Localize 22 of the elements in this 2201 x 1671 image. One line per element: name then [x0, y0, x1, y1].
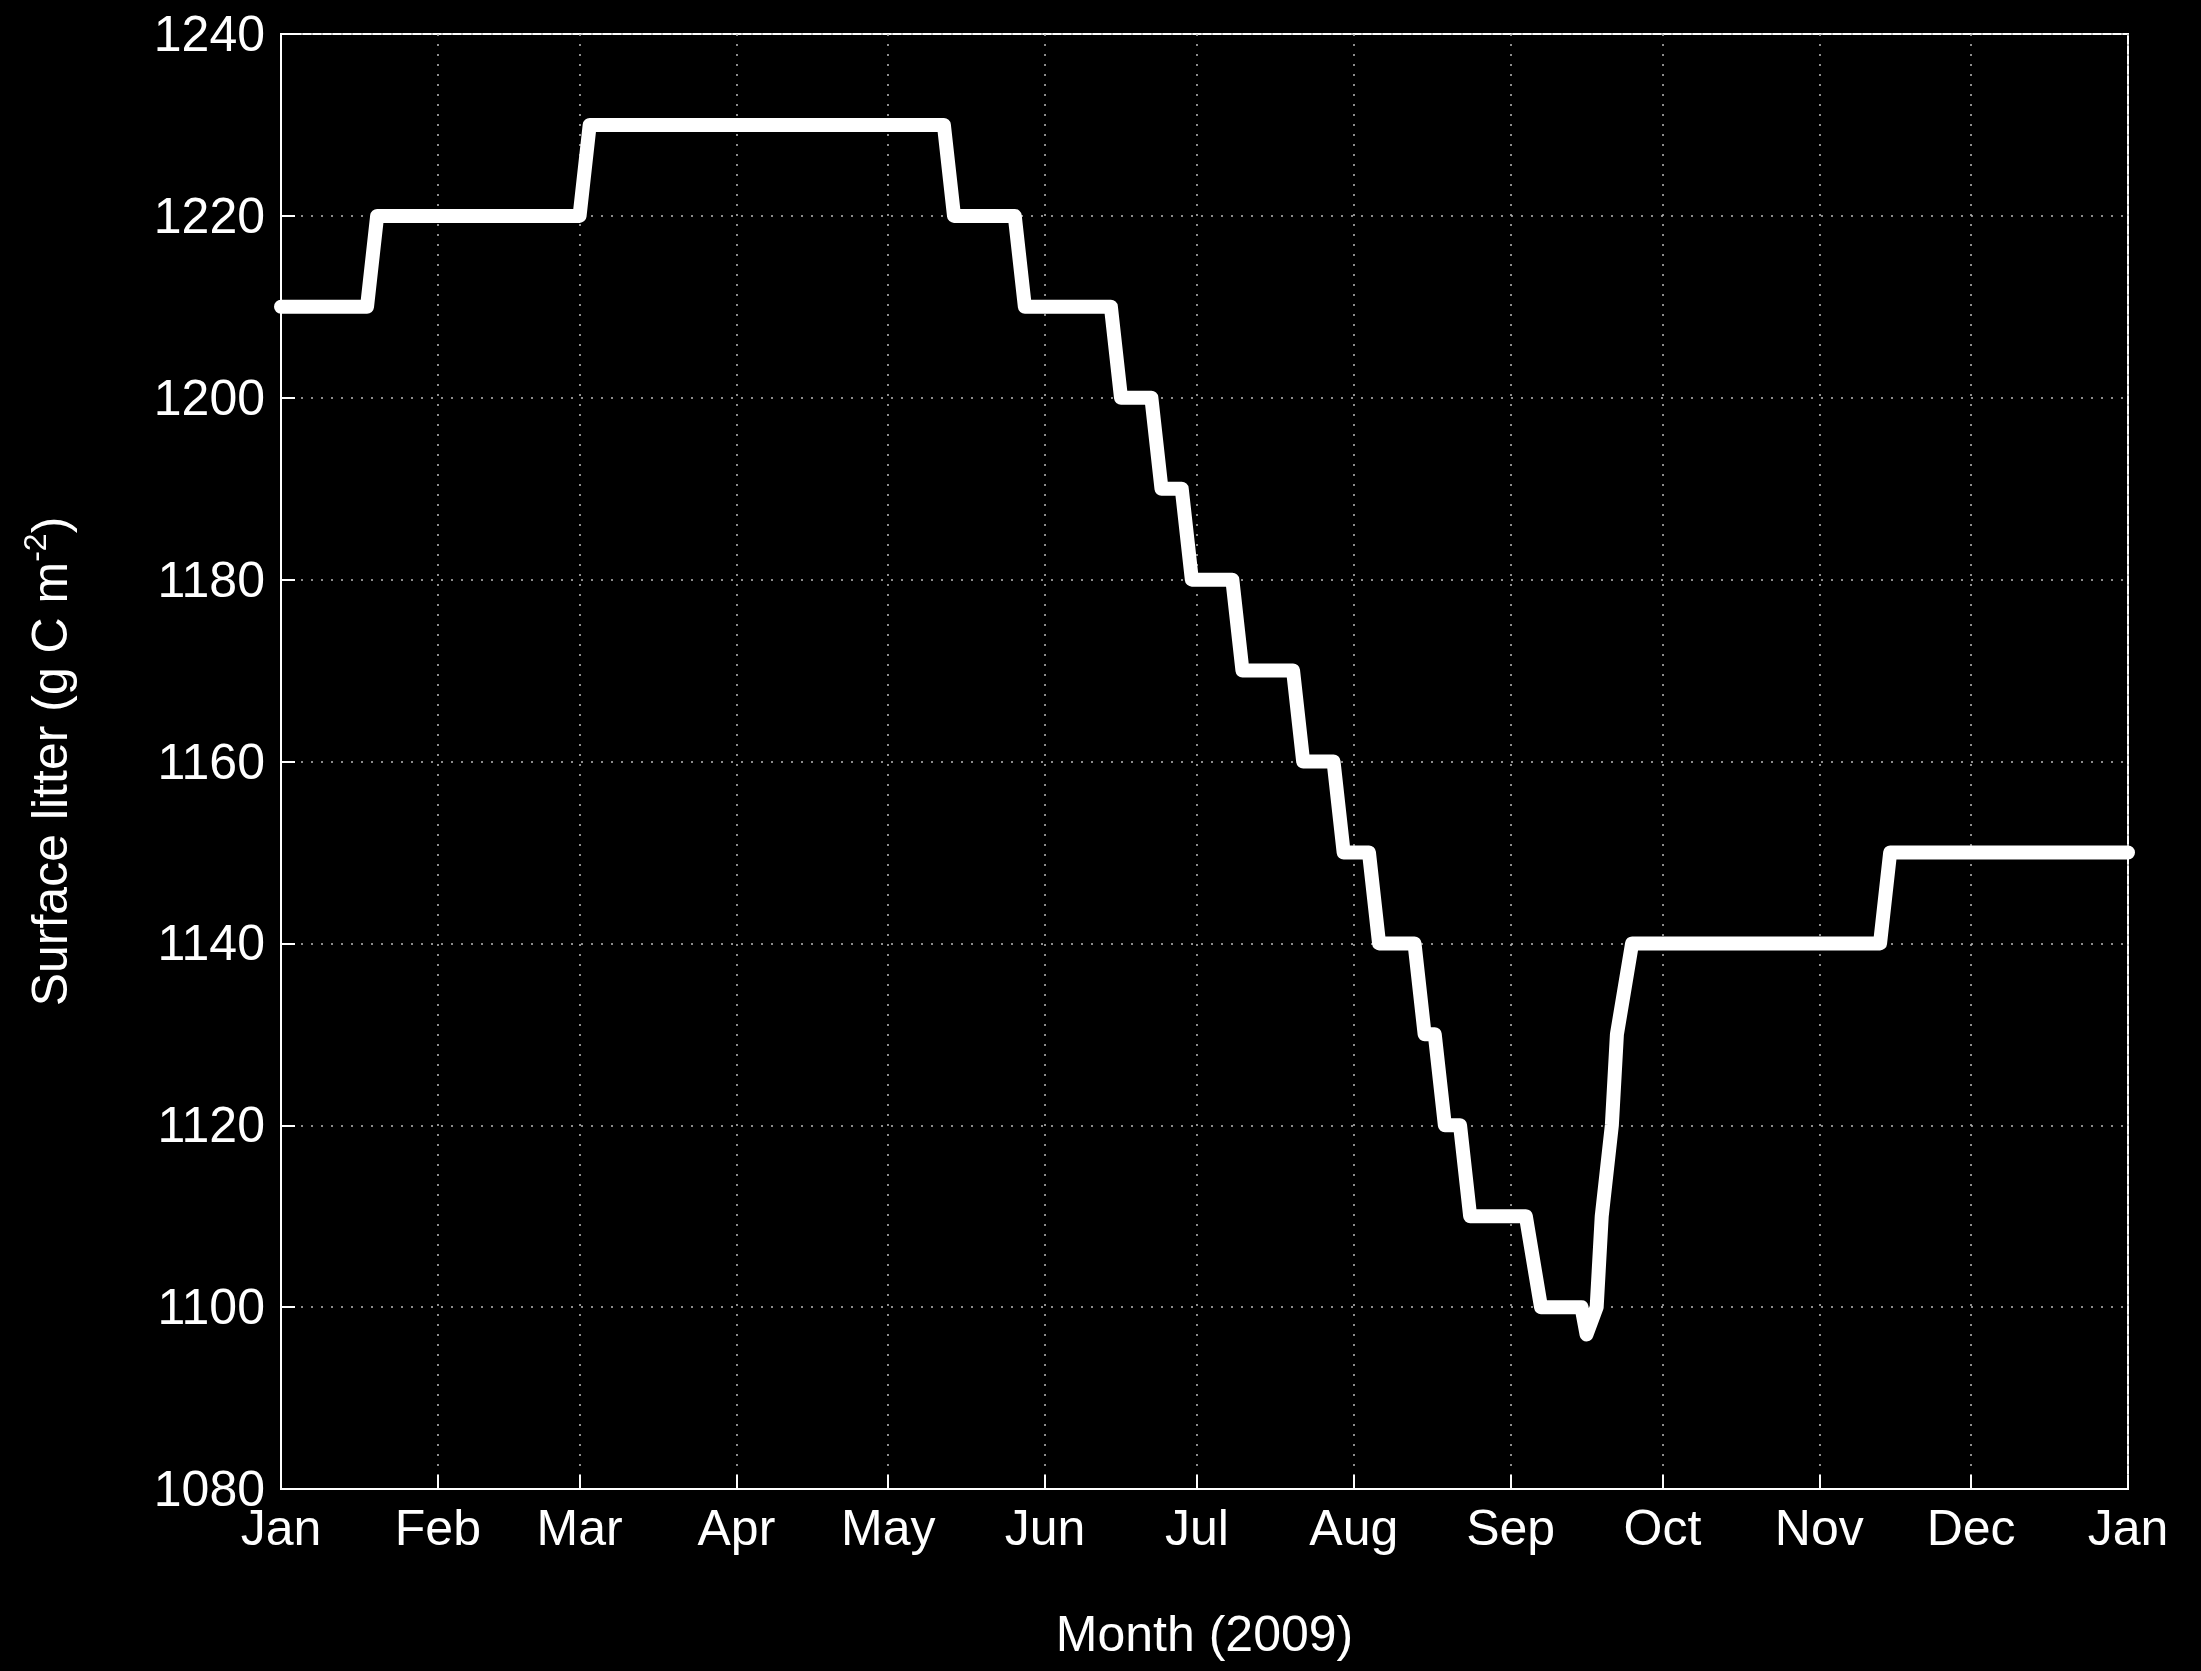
y-tick-label: 1240	[153, 6, 265, 62]
y-tick-label: 1220	[153, 187, 265, 244]
y-tick-label: 1120	[157, 1097, 265, 1154]
y-tick-label: 1200	[153, 369, 265, 426]
x-tick-label: Oct	[1623, 1500, 1702, 1556]
x-tick-label: Apr	[697, 1500, 776, 1556]
x-tick-label: Dec	[1926, 1500, 2016, 1556]
x-tick-label: May	[841, 1500, 936, 1556]
x-tick-label: Jul	[1164, 1500, 1229, 1556]
x-tick-label: Jan	[2087, 1500, 2169, 1556]
y-tick-label: 1160	[157, 733, 265, 790]
x-tick-label: Jun	[1004, 1500, 1086, 1556]
x-tick-label: Nov	[1774, 1500, 1864, 1556]
y-tick-label: 1140	[157, 915, 265, 972]
x-tick-label: Aug	[1309, 1500, 1399, 1556]
x-axis-title: Month (2009)	[1055, 1606, 1354, 1662]
y-tick-label: 1100	[157, 1279, 265, 1336]
x-tick-label: Feb	[394, 1500, 481, 1556]
y-tick-label: 1180	[157, 551, 265, 608]
x-tick-label: Sep	[1466, 1500, 1556, 1556]
y-axis-title: Surface litter (g C m-2)	[17, 516, 78, 1007]
x-tick-label: Mar	[536, 1500, 623, 1556]
